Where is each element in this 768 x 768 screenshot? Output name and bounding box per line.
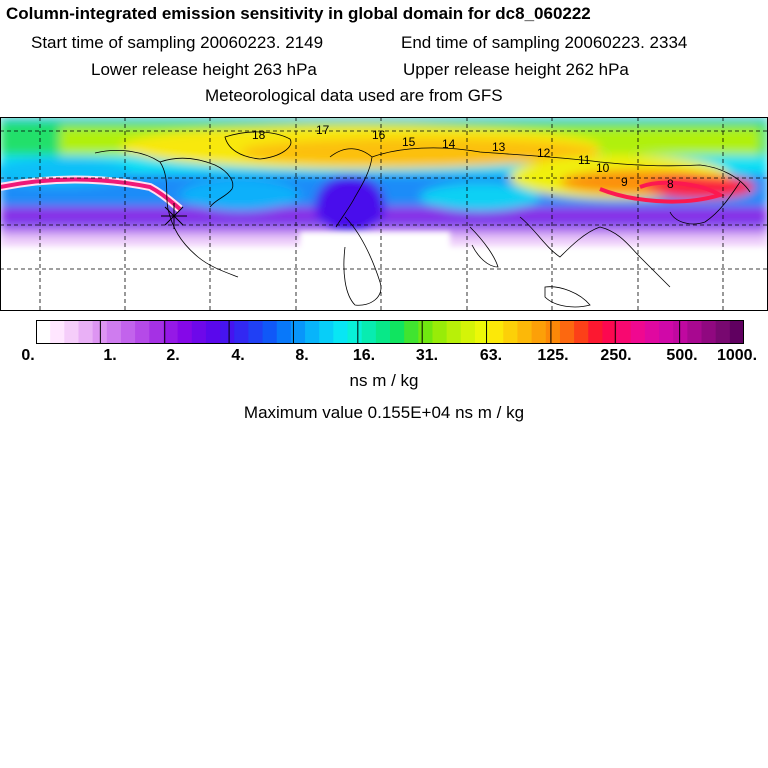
- colorbar-segment: [616, 320, 632, 344]
- colorbar-segment: [36, 320, 51, 344]
- colorbar-segment: [474, 320, 490, 344]
- colorbar-segment: [135, 320, 150, 344]
- colorbar-segment: [531, 320, 547, 344]
- colorbar-segment: [687, 320, 703, 344]
- trajectory-label-18: 18: [252, 128, 266, 142]
- colorbar-segment: [729, 320, 744, 344]
- trajectory-label-15: 15: [402, 135, 416, 149]
- trajectory-label-17: 17: [316, 123, 330, 137]
- colorbar-tick-label: 1.: [103, 347, 117, 364]
- colorbar-segment: [602, 320, 618, 344]
- colorbar-segment: [347, 320, 363, 344]
- trajectory-label-12: 12: [537, 146, 551, 160]
- colorbar-segment: [163, 320, 179, 344]
- colorbar-segment: [191, 320, 207, 344]
- colorbar-tick-label: 4.: [231, 347, 245, 364]
- colorbar-segment: [149, 320, 165, 344]
- colorbar-segment: [715, 320, 731, 344]
- colorbar-segment: [517, 320, 533, 344]
- colorbar: [36, 320, 744, 344]
- colorbar-segment: [375, 320, 391, 344]
- lat-lon-grid: [0, 117, 768, 311]
- colorbar-segment: [234, 320, 249, 344]
- colorbar-segment: [644, 320, 660, 344]
- colorbar-segment: [290, 320, 306, 344]
- colorbar-tick-label: 125.: [537, 347, 569, 364]
- trajectory-label-11: 11: [578, 153, 591, 167]
- colorbar-segment: [673, 320, 688, 344]
- colorbar-segment: [106, 320, 122, 344]
- colorbar-segment: [574, 320, 589, 344]
- colorbar-segment: [503, 320, 519, 344]
- colorbar-segment: [276, 320, 292, 344]
- trajectory-label-13: 13: [492, 140, 506, 154]
- trajectory-label-9: 9: [621, 175, 628, 189]
- colorbar-segment: [361, 320, 377, 344]
- upper-release-label: Upper release height 262 hPa: [403, 60, 629, 79]
- sensitivity-map: 18 17 16 15 14 13 12 11 10 9 8: [0, 117, 768, 311]
- colorbar-tick-label: 63.: [479, 347, 503, 364]
- colorbar-segment: [50, 320, 65, 344]
- colorbar-segment: [701, 320, 717, 344]
- release-point-icon: [161, 203, 187, 229]
- colorbar-segment: [659, 320, 674, 344]
- trajectory-label-14: 14: [442, 137, 456, 151]
- maximum-value-label: Maximum value 0.155E+04 ns m / kg: [243, 403, 525, 422]
- colorbar-segment: [205, 320, 221, 344]
- met-data-label: Meteorological data used are from GFS: [205, 86, 503, 105]
- chart-title: Column-integrated emission sensitivity i…: [6, 4, 591, 23]
- colorbar-segment: [418, 320, 434, 344]
- colorbar-tick-label: 2.: [166, 347, 180, 364]
- colorbar-tick-label: 31.: [415, 347, 439, 364]
- colorbar-tick-label: 8.: [295, 347, 309, 364]
- colorbar-segment: [630, 320, 646, 344]
- colorbar-segment: [404, 320, 419, 344]
- colorbar-tick-label: 250.: [600, 347, 632, 364]
- trajectory-path: [0, 177, 182, 211]
- colorbar-segment: [489, 320, 504, 344]
- colorbar-segment: [305, 320, 320, 344]
- colorbar-segment: [262, 320, 278, 344]
- colorbar-segment: [446, 320, 462, 344]
- colorbar-segment: [120, 320, 136, 344]
- trajectory-label-16: 16: [372, 128, 386, 142]
- sensitivity-field: [0, 117, 768, 311]
- colorbar-tick-label: 0.: [21, 347, 35, 364]
- colorbar-segment: [177, 320, 193, 344]
- colorbar-border: [36, 320, 744, 344]
- colorbar-segment: [64, 320, 80, 344]
- colorbar-tick-label: 500.: [666, 347, 698, 364]
- colorbar-segment: [588, 320, 603, 344]
- start-time-label: Start time of sampling 20060223. 2149: [31, 33, 324, 52]
- trajectory-label-10: 10: [596, 161, 610, 175]
- trajectory-labels: 18 17 16 15 14 13 12 11 10 9 8: [252, 123, 674, 191]
- lower-release-label: Lower release height 263 hPa: [91, 60, 317, 79]
- end-time-label: End time of sampling 20060223. 2334: [401, 33, 688, 52]
- coastlines: [94, 131, 751, 308]
- colorbar-segment: [390, 320, 405, 344]
- colorbar-tick-label: 1000.: [716, 347, 758, 364]
- colorbar-segment: [432, 320, 448, 344]
- colorbar-segment: [559, 320, 575, 344]
- colorbar-segment: [333, 320, 349, 344]
- colorbar-tick-label: 16.: [352, 347, 376, 364]
- colorbar-units: ns m / kg: [349, 371, 419, 390]
- colorbar-segment: [248, 320, 264, 344]
- trajectory-label-8: 8: [667, 177, 674, 191]
- colorbar-segment: [220, 320, 235, 344]
- colorbar-segment: [78, 320, 94, 344]
- colorbar-segment: [319, 320, 334, 344]
- colorbar-segment: [545, 320, 561, 344]
- colorbar-segment: [460, 320, 476, 344]
